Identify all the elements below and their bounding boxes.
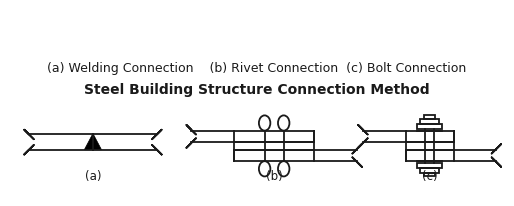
- Text: Steel Building Structure Connection Method: Steel Building Structure Connection Meth…: [84, 82, 430, 96]
- Bar: [420, 168, 439, 173]
- Bar: [417, 163, 442, 168]
- Bar: [424, 116, 435, 120]
- Text: (a): (a): [85, 169, 101, 182]
- Bar: [420, 120, 439, 124]
- Ellipse shape: [278, 116, 289, 131]
- Ellipse shape: [259, 161, 270, 177]
- Text: (b): (b): [266, 169, 283, 182]
- Bar: [417, 124, 442, 129]
- Polygon shape: [84, 134, 101, 150]
- Ellipse shape: [259, 116, 270, 131]
- Ellipse shape: [278, 161, 289, 177]
- Text: (a) Welding Connection    (b) Rivet Connection  (c) Bolt Connection: (a) Welding Connection (b) Rivet Connect…: [47, 62, 467, 75]
- Text: (c): (c): [422, 169, 437, 182]
- Bar: [424, 173, 435, 177]
